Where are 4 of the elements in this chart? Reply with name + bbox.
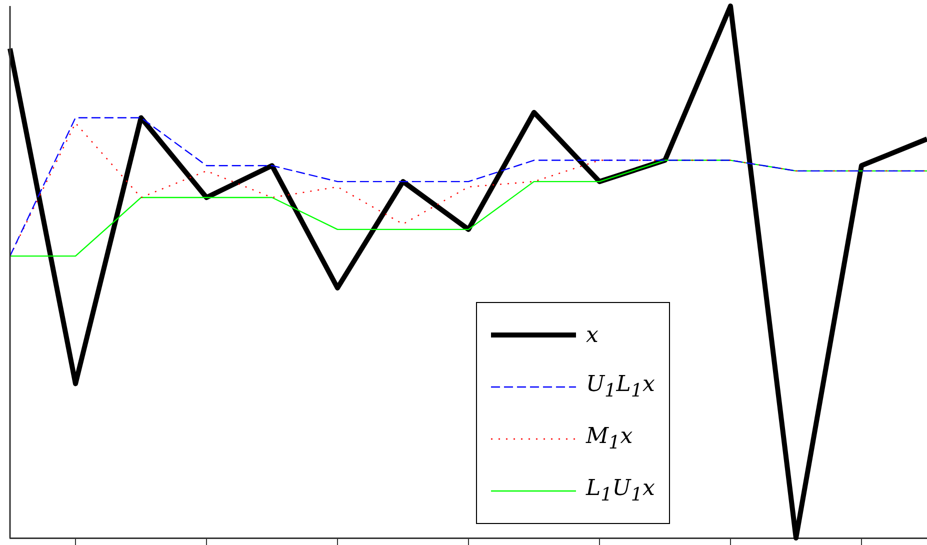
legend-label: L$_{1}$U$_{1}$x xyxy=(586,476,655,506)
legend-label: U$_{1}$L$_{1}$x xyxy=(586,372,655,402)
legend-label: x xyxy=(586,322,598,348)
legend-label: M$_{1}$x xyxy=(586,424,633,454)
